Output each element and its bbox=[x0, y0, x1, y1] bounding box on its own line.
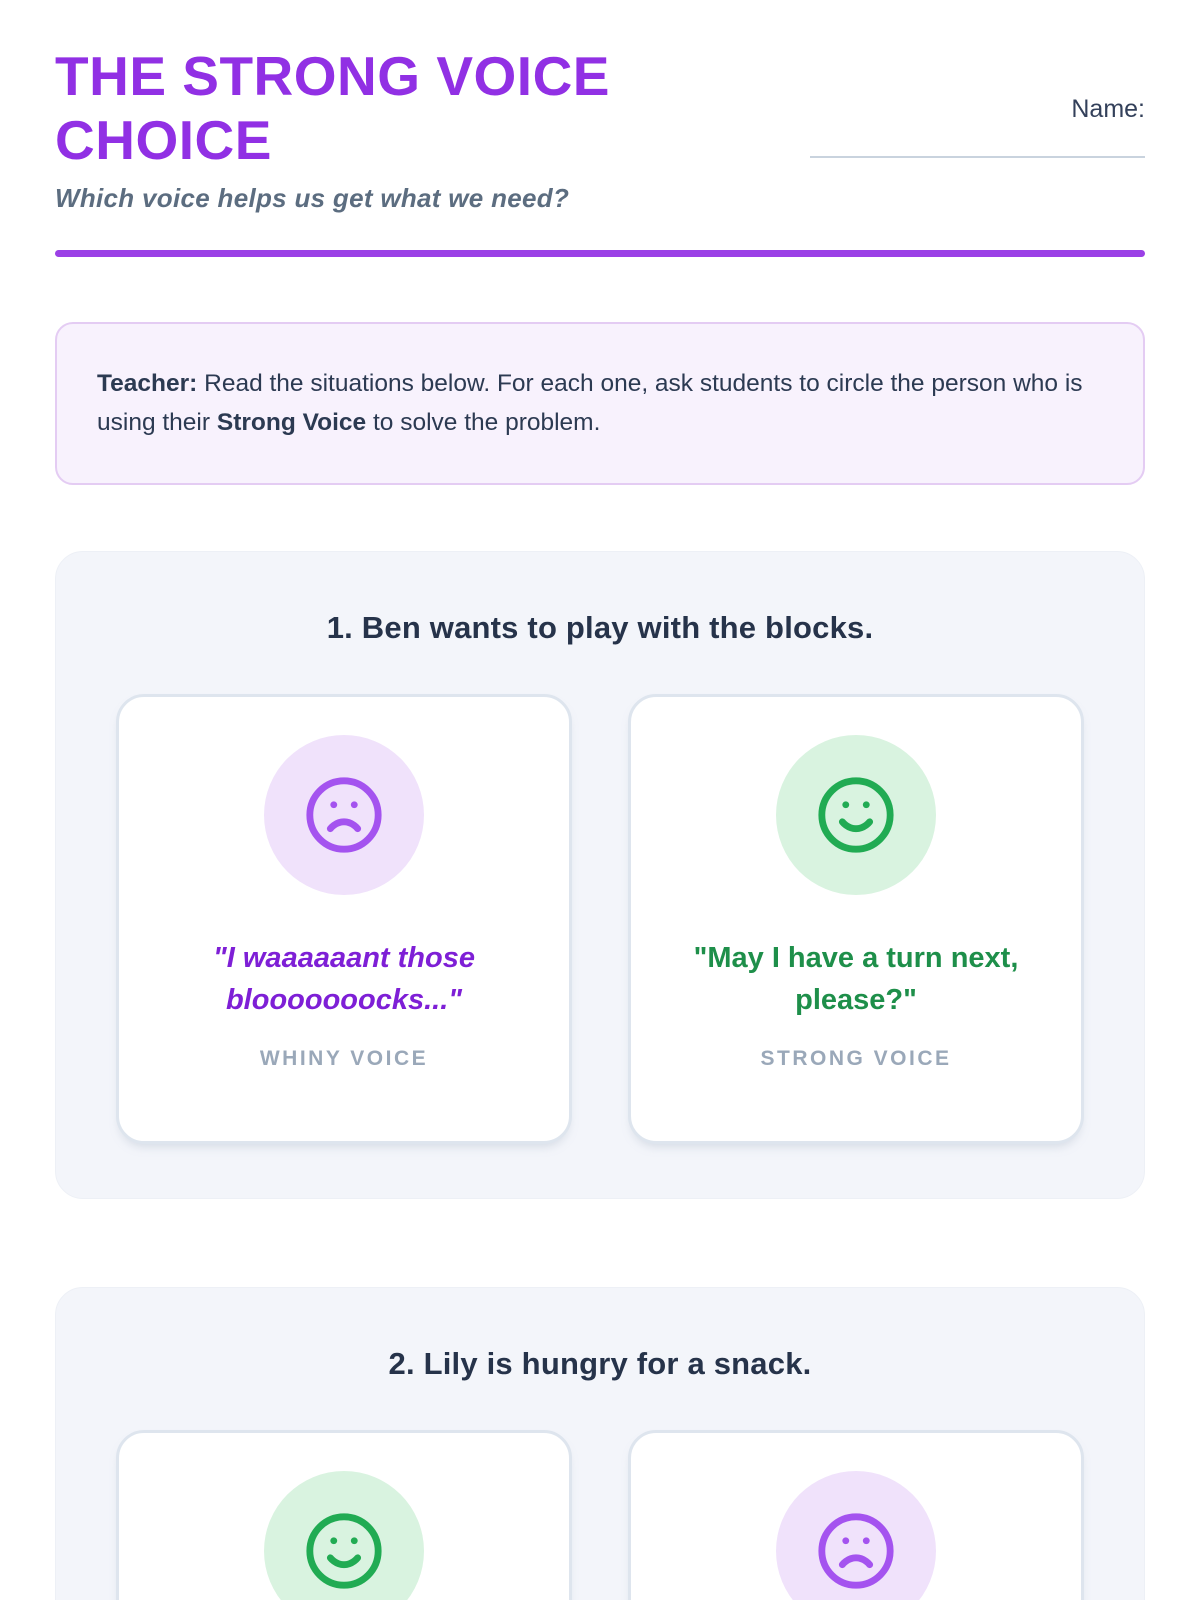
name-label: Name: bbox=[1071, 95, 1145, 123]
name-write-line[interactable] bbox=[810, 156, 1145, 158]
situation-1-title: 1. Ben wants to play with the blocks. bbox=[326, 609, 874, 645]
strong-voice-label: STRONG VOICE bbox=[760, 1047, 952, 1071]
worksheet-page: THE STRONG VOICE CHOICE Name: Which voic… bbox=[0, 45, 1200, 1600]
situation-2-title: 2. Lily is hungry for a snack. bbox=[388, 1346, 812, 1382]
situation-1-options: "I waaaaaant those blooooooocks..." WHIN… bbox=[116, 693, 1084, 1145]
teacher-prefix: Teacher: bbox=[97, 369, 198, 397]
whiny-quote: "I waaaaaant those blooooooocks..." bbox=[213, 941, 475, 1017]
whiny-voice-label: WHINY VOICE bbox=[259, 1047, 429, 1071]
sad-face-icon bbox=[818, 1513, 894, 1589]
option-card-strong[interactable]: "May I have a turn next, please?" STRONG… bbox=[628, 693, 1084, 1145]
teacher-bold-phrase: Strong Voice bbox=[216, 409, 367, 437]
teacher-text-1: Read the situations below. For each one,… bbox=[97, 369, 1083, 437]
header: THE STRONG VOICE CHOICE Name: bbox=[55, 45, 1145, 173]
name-block: Name: bbox=[810, 45, 1145, 173]
situation-1: 1. Ben wants to play with the blocks. "I… bbox=[55, 550, 1145, 1200]
sad-face-circle bbox=[776, 1471, 936, 1600]
sad-face-circle bbox=[264, 734, 424, 895]
sad-face-icon bbox=[306, 777, 382, 853]
option-card-whiny-2[interactable] bbox=[628, 1430, 1084, 1600]
happy-face-circle bbox=[776, 734, 936, 895]
teacher-text-2: to solve the problem. bbox=[366, 409, 601, 437]
happy-face-icon bbox=[818, 777, 894, 853]
strong-quote: "May I have a turn next, please?" bbox=[693, 941, 1019, 1017]
option-card-strong-2[interactable] bbox=[116, 1430, 572, 1600]
happy-face-icon bbox=[306, 1513, 382, 1589]
teacher-instruction-box: Teacher: Read the situations below. For … bbox=[55, 321, 1145, 485]
situation-2: 2. Lily is hungry for a snack. bbox=[55, 1287, 1145, 1600]
option-card-whiny[interactable]: "I waaaaaant those blooooooocks..." WHIN… bbox=[116, 693, 572, 1145]
divider-rule bbox=[55, 249, 1145, 257]
title-block: THE STRONG VOICE CHOICE bbox=[55, 45, 810, 173]
page-title: THE STRONG VOICE CHOICE bbox=[55, 45, 610, 171]
happy-face-circle bbox=[264, 1471, 424, 1600]
situation-2-options bbox=[116, 1430, 1084, 1600]
page-subtitle: Which voice helps us get what we need? bbox=[55, 182, 570, 213]
